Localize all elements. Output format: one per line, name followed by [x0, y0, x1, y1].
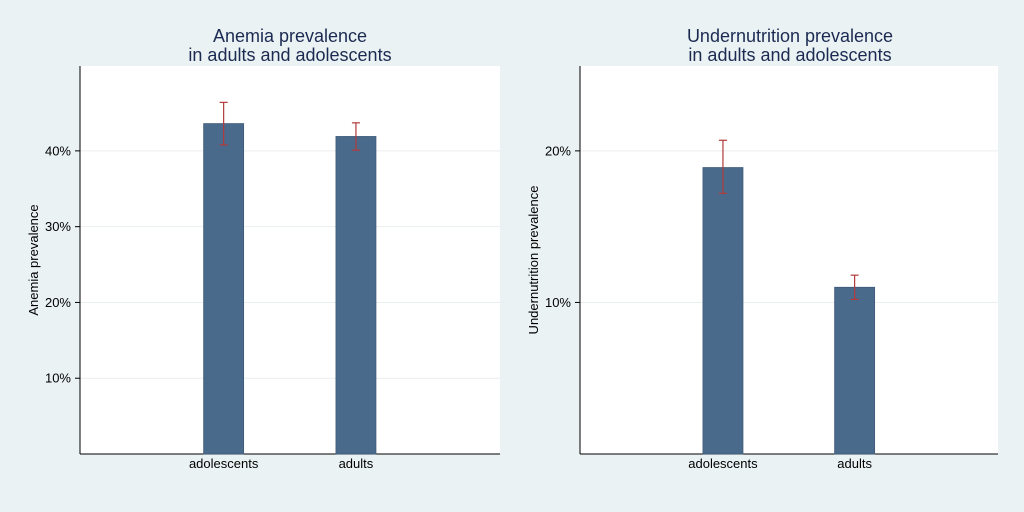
y-tick-label: 30%: [45, 219, 71, 234]
chart-title: Undernutrition prevalence: [687, 26, 893, 46]
y-tick-label: 10%: [45, 371, 71, 386]
y-axis-label: Undernutrition prevalence: [526, 186, 541, 335]
chart-subtitle: in adults and adolescents: [688, 45, 891, 65]
bar-adolescents: [203, 123, 245, 455]
y-tick-label: 20%: [545, 143, 571, 158]
x-tick-label: adults: [837, 456, 872, 471]
plot-area: [580, 66, 998, 454]
bar-adolescents: [702, 167, 744, 455]
bar-adults: [335, 136, 377, 455]
chart-title: Anemia prevalence: [213, 26, 367, 46]
plot-area: [80, 66, 500, 454]
y-axis-label: Anemia prevalence: [26, 204, 41, 315]
x-tick-label: adolescents: [688, 456, 758, 471]
y-tick-label: 40%: [45, 143, 71, 158]
x-tick-label: adolescents: [189, 456, 259, 471]
x-tick-label: adults: [339, 456, 374, 471]
bar-adults: [834, 286, 876, 455]
y-tick-label: 20%: [45, 295, 71, 310]
y-tick-label: 10%: [545, 295, 571, 310]
chart-subtitle: in adults and adolescents: [188, 45, 391, 65]
